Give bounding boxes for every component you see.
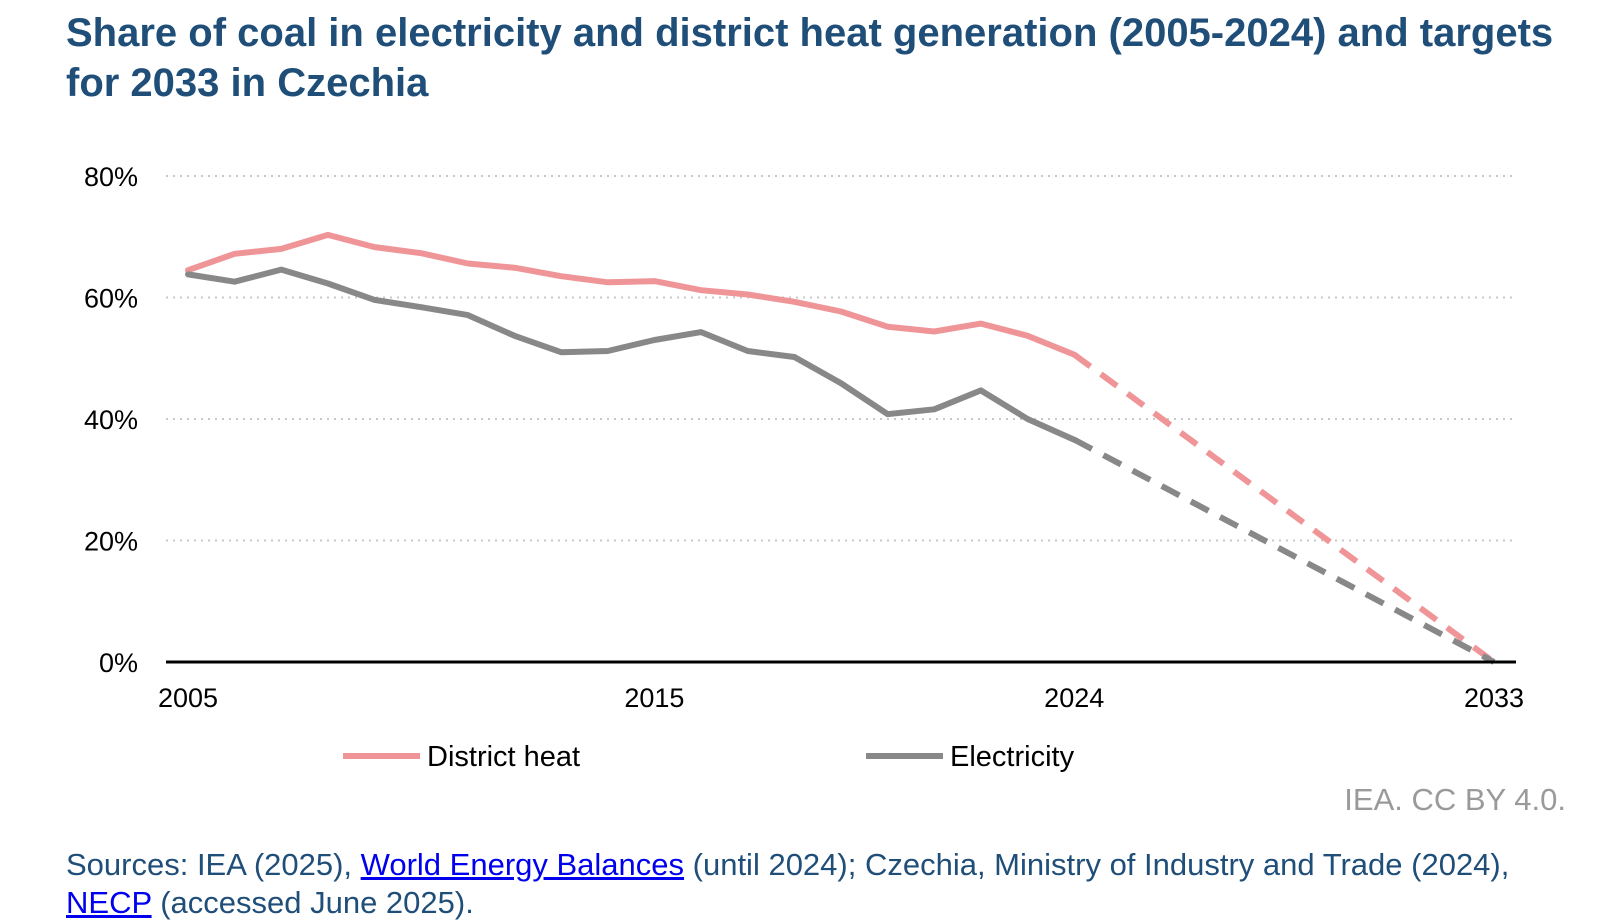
y-tick-label-40%: 40% <box>84 405 138 435</box>
series-line-district-heat <box>185 231 1078 358</box>
target-line-electricity <box>1072 437 1496 665</box>
credit-text: IEA. CC BY 4.0. <box>1344 782 1566 817</box>
sources-note: Sources: IEA (2025), World Energy Balanc… <box>66 846 1566 922</box>
x-tick-label-2005: 2005 <box>158 683 218 713</box>
y-tick-label-20%: 20% <box>84 527 138 557</box>
legend-label-district-heat: District heat <box>427 741 580 773</box>
y-tick-label-0%: 0% <box>99 648 138 678</box>
chart-title: Share of coal in electricity and distric… <box>66 11 1554 105</box>
y-tick-label-80%: 80% <box>84 162 138 192</box>
series-line-electricity <box>185 266 1078 443</box>
x-axis-ticks: 2005 2015 2024 2033 <box>158 683 1524 713</box>
y-axis-ticks: 0% 20% 40% 60% 80% <box>84 162 138 678</box>
series-lines <box>185 231 1496 665</box>
world-energy-balances-link[interactable]: World Energy Balances <box>360 847 685 882</box>
x-tick-label-2033: 2033 <box>1464 683 1524 713</box>
y-tick-label-60%: 60% <box>84 284 138 314</box>
gridlines <box>166 175 1516 542</box>
target-line-district-heat <box>1072 352 1496 665</box>
sources-middle: (until 2024); Czechia, Ministry of Indus… <box>684 847 1510 882</box>
x-tick-label-2024: 2024 <box>1044 683 1104 713</box>
legend-label-electricity: Electricity <box>950 741 1075 773</box>
sources-prefix: Sources: IEA (2025), <box>66 847 361 882</box>
legend: District heat Electricity <box>343 741 1075 773</box>
x-tick-label-2015: 2015 <box>624 683 684 713</box>
necp-link[interactable]: NECP <box>66 885 152 920</box>
sources-suffix: (accessed June 2025). <box>151 885 474 920</box>
